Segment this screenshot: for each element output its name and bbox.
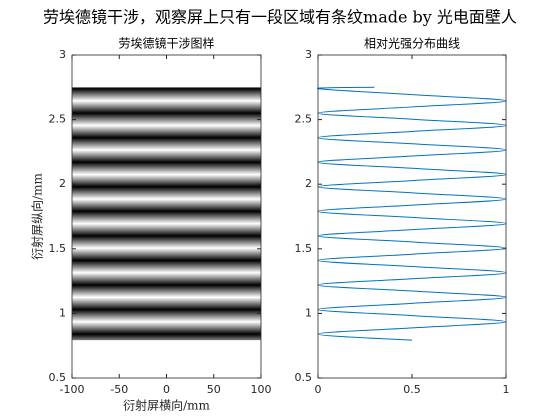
x-tick-label: 50 bbox=[207, 383, 221, 396]
figure-title: 劳埃德镜干涉，观察屏上只有一段区域有条纹made by 光电面壁人 bbox=[43, 8, 517, 27]
y-tick-label: 2.5 bbox=[295, 113, 313, 126]
fringe-image bbox=[72, 87, 261, 341]
x-tick-label: 0 bbox=[163, 383, 170, 396]
y-tick-label: 1.5 bbox=[295, 242, 313, 255]
y-tick-label: 2 bbox=[305, 177, 312, 190]
y-tick-label: 1 bbox=[59, 306, 66, 319]
axes-title: 劳埃德镜干涉图样 bbox=[118, 36, 214, 51]
x-axis-label: 衍射屏横向/mm bbox=[123, 398, 210, 413]
y-tick-label: 0.5 bbox=[49, 371, 67, 384]
x-tick-label: 100 bbox=[251, 383, 272, 396]
x-tick-label: -50 bbox=[110, 383, 128, 396]
x-tick-label: 0.5 bbox=[403, 383, 421, 396]
y-tick-label: 0.5 bbox=[295, 371, 313, 384]
y-tick-label: 2 bbox=[59, 177, 66, 190]
x-tick-label: 1 bbox=[503, 383, 510, 396]
y-tick-label: 3 bbox=[59, 48, 66, 61]
y-tick-label: 3 bbox=[305, 48, 312, 61]
y-axis-label: 衍射屏纵向/mm bbox=[30, 172, 45, 259]
x-tick-label: -100 bbox=[60, 383, 85, 396]
y-tick-label: 1.5 bbox=[49, 242, 67, 255]
x-tick-label: 0 bbox=[315, 383, 322, 396]
y-tick-label: 1 bbox=[305, 306, 312, 319]
y-tick-label: 2.5 bbox=[49, 113, 67, 126]
axes-title: 相对光强分布曲线 bbox=[364, 37, 460, 51]
